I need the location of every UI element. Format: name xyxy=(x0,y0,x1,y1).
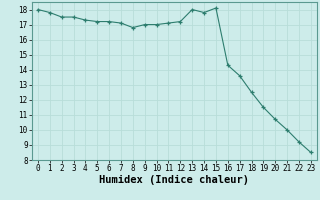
X-axis label: Humidex (Indice chaleur): Humidex (Indice chaleur) xyxy=(100,175,249,185)
